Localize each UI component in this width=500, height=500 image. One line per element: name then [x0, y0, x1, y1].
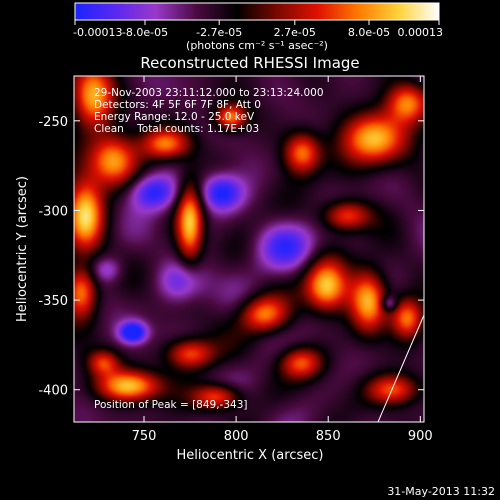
colorbar: -0.00013 -8.0e-05 -2.7e-05 2.7e-05 8.0e-05 0.…	[73, 2, 444, 52]
chart-title: Reconstructed RHESSI Image	[140, 54, 359, 72]
colorbar-tick-label-0: -0.00013	[73, 26, 122, 39]
peak-position-text: Position of Peak = [849,-343]	[94, 399, 248, 411]
detectors-text: Detectors: 4F 5F 6F 7F 8F, Att 0	[94, 99, 261, 111]
annotation-block: 29-Nov-2003 23:11:12.000 to 23:13:24.000…	[94, 87, 324, 411]
colorbar-tick-label-3: 2.7e-05	[274, 26, 316, 39]
y-tick-label-2: -350	[38, 294, 68, 309]
time-range-text: 29-Nov-2003 23:11:12.000 to 23:13:24.000	[94, 87, 324, 99]
colorbar-ticks: -0.00013 -8.0e-05 -2.7e-05 2.7e-05 8.0e-05 0.…	[73, 2, 444, 39]
timestamp-text: 31-May-2013 11:32	[387, 485, 495, 498]
axis-tick-marks	[74, 76, 424, 422]
y-tick-label-1: -300	[38, 204, 68, 219]
x-axis-title: Heliocentric X (arcsec)	[177, 448, 324, 463]
plot-frame	[73, 75, 425, 423]
colorbar-gradient	[75, 3, 439, 20]
colorbar-tick-label-4: 8.0e-05	[348, 26, 390, 39]
energy-range-text: Energy Range: 12.0 - 25.0 keV	[94, 111, 255, 123]
x-tick-label-2: 850	[316, 429, 341, 444]
solar-limb-line	[377, 314, 425, 423]
colorbar-tick-label-1: -8.0e-05	[122, 26, 168, 39]
colorbar-unit-label: (photons cm⁻² s⁻¹ asec⁻²)	[186, 39, 328, 52]
x-tick-label-3: 900	[408, 429, 433, 444]
y-tick-label-3: -400	[38, 384, 68, 399]
x-tick-label-1: 800	[224, 429, 249, 444]
colorbar-tick-label-2: -2.7e-05	[196, 26, 242, 39]
colorbar-tick-label-5: 0.00013	[398, 26, 444, 39]
x-tick-label-0: 750	[132, 429, 157, 444]
heatmap-image	[74, 76, 424, 422]
method-counts-text: Clean Total counts: 1.17E+03	[94, 123, 259, 135]
plot-area: 750 800 850 900 -250 -300 -350 -400	[38, 75, 433, 444]
y-axis-title: Heliocentric Y (arcsec)	[15, 176, 30, 322]
y-tick-label-0: -250	[38, 115, 68, 130]
colorbar-frame	[74, 2, 440, 21]
axis-tick-labels: 750 800 850 900 -250 -300 -350 -400	[38, 115, 432, 444]
